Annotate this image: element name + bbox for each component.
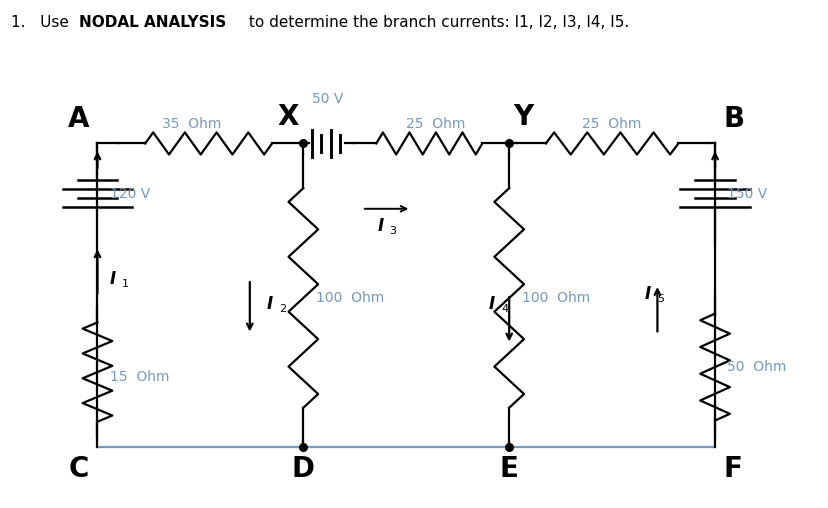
Text: F: F [722,455,741,483]
Text: 1: 1 [122,279,129,289]
Text: 1.   Use: 1. Use [11,15,74,30]
Text: 150 V: 150 V [726,187,767,201]
Text: 100  Ohm: 100 Ohm [315,291,383,305]
Text: 50 V: 50 V [312,92,344,106]
Text: to determine the branch currents: I1, I2, I3, I4, I5.: to determine the branch currents: I1, I2… [243,15,628,30]
Text: NODAL ANALYSIS: NODAL ANALYSIS [79,15,226,30]
Text: 120 V: 120 V [109,187,150,201]
Text: 35  Ohm: 35 Ohm [162,117,222,131]
Text: 2: 2 [278,304,286,314]
Text: I: I [109,270,116,288]
Text: Y: Y [513,103,533,131]
Text: I: I [266,295,272,313]
Text: 25  Ohm: 25 Ohm [406,117,465,131]
Text: 25  Ohm: 25 Ohm [582,117,641,131]
Text: E: E [499,455,518,483]
Text: X: X [277,103,299,131]
Text: 3: 3 [388,227,396,236]
Text: B: B [722,106,744,134]
Text: I: I [377,217,383,235]
Text: 15  Ohm: 15 Ohm [109,370,169,384]
Text: 100  Ohm: 100 Ohm [521,291,589,305]
Text: I: I [644,285,651,303]
Text: 5: 5 [657,294,663,304]
Text: A: A [68,106,89,134]
Text: 4: 4 [500,304,508,314]
Text: D: D [291,455,315,483]
Text: 50  Ohm: 50 Ohm [726,360,786,374]
Text: I: I [488,295,494,313]
Text: C: C [69,455,89,483]
